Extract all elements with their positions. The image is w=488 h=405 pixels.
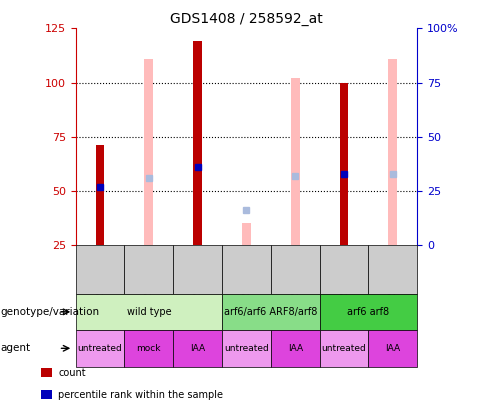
Text: untreated: untreated <box>78 344 122 353</box>
Text: untreated: untreated <box>224 344 269 353</box>
Bar <box>340 83 348 245</box>
Text: percentile rank within the sample: percentile rank within the sample <box>58 390 223 400</box>
Title: GDS1408 / 258592_at: GDS1408 / 258592_at <box>170 12 323 26</box>
Text: count: count <box>58 368 86 377</box>
Text: IAA: IAA <box>190 344 205 353</box>
Text: wild type: wild type <box>126 307 171 317</box>
Text: agent: agent <box>0 343 30 353</box>
Text: mock: mock <box>137 344 161 353</box>
Text: arf6/arf6 ARF8/arf8: arf6/arf6 ARF8/arf8 <box>224 307 318 317</box>
Text: arf6 arf8: arf6 arf8 <box>347 307 389 317</box>
Text: untreated: untreated <box>322 344 366 353</box>
Bar <box>144 59 153 245</box>
Text: genotype/variation: genotype/variation <box>0 307 99 317</box>
Text: IAA: IAA <box>386 344 400 353</box>
Text: IAA: IAA <box>288 344 303 353</box>
Bar <box>96 145 104 245</box>
Bar <box>242 224 251 245</box>
Bar <box>193 41 202 245</box>
Bar <box>291 78 300 245</box>
Bar <box>388 59 397 245</box>
